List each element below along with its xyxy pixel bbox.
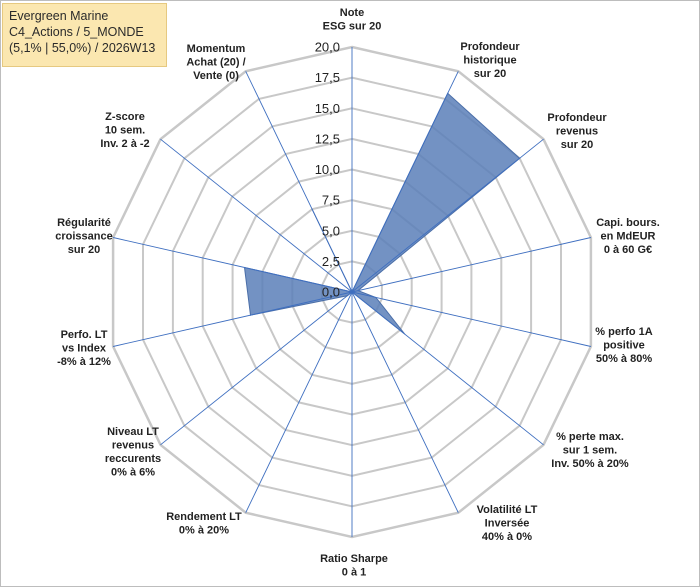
axis-label-13: Momentum Achat (20) / Vente (0) (186, 43, 245, 82)
axis-spoke-11 (112, 237, 353, 293)
axis-label-7: Ratio Sharpe 0 à 1 (320, 553, 388, 579)
axis-label-3: Capi. bours. en MdEUR 0 à 60 G€ (596, 217, 660, 256)
axis-label-11: Régularité croissance sur 20 (55, 217, 112, 256)
axis-label-6: Volatilité LT Inversée 40% à 0% (477, 504, 538, 543)
axis-label-8: Rendement LT 0% à 20% (166, 511, 242, 537)
axis-label-5: % perte max. sur 1 sem. Inv. 50% à 20% (551, 431, 629, 470)
header-line-category: C4_Actions / 5_MONDE (9, 25, 144, 39)
r-tick-label: 0,0 (322, 285, 340, 300)
axis-label-4: % perfo 1A positive 50% à 80% (595, 326, 653, 365)
r-tick-label: 10,0 (315, 162, 340, 177)
axis-label-9: Niveau LT revenus reccurents 0% à 6% (105, 426, 161, 479)
axis-spoke-2 (351, 138, 544, 293)
axis-spoke-8 (245, 291, 353, 513)
axis-spoke-4 (351, 291, 592, 347)
r-tick-label: 12,5 (315, 131, 340, 146)
radar-tick-labels: 0,0 2,5 5,0 7,5 10,0 12,5 15,0 17,5 20,0 (315, 40, 340, 300)
r-tick-label: 20,0 (315, 40, 340, 55)
axis-label-10: Perfo. LT vs Index -8% à 12% (57, 329, 111, 368)
radar-axis-labels: Note ESG sur 20 Profondeur historique sur 20… (55, 7, 660, 579)
axis-label-2: Profondeur revenus sur 20 (547, 112, 607, 151)
header-line-stats: (5,1% | 55,0%) / 2026W13 (9, 41, 156, 55)
axis-spoke-12 (160, 138, 353, 293)
r-tick-label: 15,0 (315, 101, 340, 116)
axis-label-1: Profondeur historique sur 20 (460, 41, 520, 80)
axis-spoke-3 (351, 237, 592, 293)
header-line-company: Evergreen Marine (9, 9, 109, 23)
r-tick-label: 2,5 (322, 254, 340, 269)
axis-spoke-5 (351, 291, 544, 446)
axis-spoke-10 (112, 291, 353, 347)
chart-header-box: Evergreen Marine C4_Actions / 5_MONDE (5… (2, 3, 167, 67)
axis-spoke-6 (351, 291, 459, 513)
axis-label-12: Z-score 10 sem. Inv. 2 à -2 (100, 111, 149, 150)
axis-label-0: Note ESG sur 20 (323, 7, 382, 33)
r-tick-label: 5,0 (322, 223, 340, 238)
r-tick-label: 7,5 (322, 193, 340, 208)
r-tick-label: 17,5 (315, 70, 340, 85)
axis-spoke-1 (351, 71, 459, 293)
axis-spoke-13 (245, 71, 353, 293)
axis-spoke-9 (160, 291, 353, 446)
radar-spokes (112, 47, 592, 537)
